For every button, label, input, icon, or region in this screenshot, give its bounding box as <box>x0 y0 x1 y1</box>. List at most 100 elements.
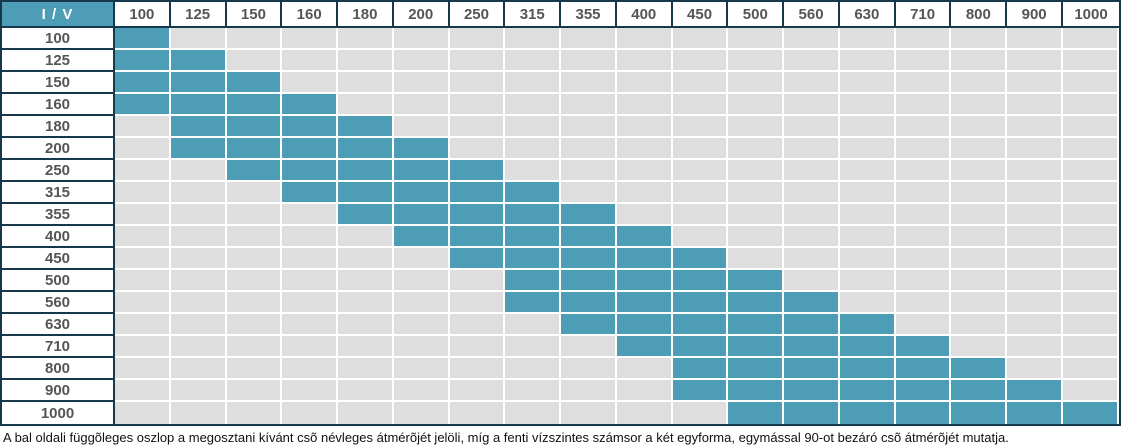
matrix-cell <box>226 182 283 204</box>
matrix-cell <box>282 292 339 314</box>
matrix-cell <box>1063 402 1119 424</box>
matrix-cell <box>1063 50 1119 72</box>
matrix-row: 150 <box>2 72 1119 94</box>
matrix-cell <box>561 138 617 160</box>
matrix-cell <box>616 270 673 292</box>
matrix-cell <box>1007 380 1064 402</box>
matrix-row: 560 <box>2 292 1119 314</box>
matrix-cell <box>561 402 617 424</box>
column-header: 900 <box>1007 2 1064 28</box>
matrix-row: 800 <box>2 358 1119 380</box>
matrix-cell <box>784 28 840 50</box>
matrix-cell <box>951 50 1008 72</box>
matrix-cell <box>728 380 785 402</box>
matrix-cell <box>672 138 729 160</box>
matrix-cell <box>1007 314 1064 336</box>
column-header: 1000 <box>1063 2 1119 28</box>
row-header: 180 <box>2 116 115 138</box>
matrix-cell <box>282 270 339 292</box>
matrix-cell <box>282 116 339 138</box>
matrix-cell <box>672 270 729 292</box>
matrix-cell <box>505 182 562 204</box>
matrix-row: 180 <box>2 116 1119 138</box>
matrix-cell <box>505 226 562 248</box>
matrix-cell <box>338 50 394 72</box>
matrix-cell <box>784 138 840 160</box>
matrix-cell <box>449 204 506 226</box>
matrix-cell <box>728 270 785 292</box>
column-header: 800 <box>951 2 1008 28</box>
column-header: 150 <box>226 2 283 28</box>
matrix-cell <box>170 138 227 160</box>
matrix-cell <box>839 182 896 204</box>
matrix-cell <box>895 182 952 204</box>
matrix-cell <box>170 50 227 72</box>
matrix-cell <box>449 72 506 94</box>
row-header: 1000 <box>2 402 115 424</box>
corner-header: I / V <box>2 2 115 28</box>
matrix-cell <box>728 116 785 138</box>
row-header: 710 <box>2 336 115 358</box>
matrix-cell <box>728 336 785 358</box>
column-header: 250 <box>449 2 506 28</box>
matrix-cell <box>393 94 450 116</box>
matrix-cell <box>449 358 506 380</box>
matrix-cell <box>1063 226 1119 248</box>
matrix-cell <box>170 94 227 116</box>
matrix-cell <box>1007 270 1064 292</box>
matrix-cell <box>115 248 171 270</box>
matrix-cell <box>728 292 785 314</box>
matrix-cell <box>672 182 729 204</box>
matrix-cell <box>1007 94 1064 116</box>
matrix-cell <box>505 402 562 424</box>
matrix-cell <box>338 204 394 226</box>
matrix-cell <box>839 50 896 72</box>
matrix-cell <box>561 226 617 248</box>
matrix-cell <box>505 248 562 270</box>
matrix-cell <box>170 336 227 358</box>
matrix-cell <box>226 292 283 314</box>
matrix-cell <box>115 116 171 138</box>
matrix-cell <box>951 270 1008 292</box>
matrix-cell <box>784 204 840 226</box>
matrix-cell <box>784 314 840 336</box>
matrix-cell <box>951 358 1008 380</box>
matrix-cell <box>672 116 729 138</box>
matrix-cell <box>839 226 896 248</box>
matrix-cell <box>282 226 339 248</box>
matrix-cell <box>951 226 1008 248</box>
matrix-cell <box>561 270 617 292</box>
matrix-cell <box>1007 226 1064 248</box>
matrix-cell <box>784 72 840 94</box>
matrix-cell <box>1007 402 1064 424</box>
matrix-cell <box>115 314 171 336</box>
matrix-cell <box>226 248 283 270</box>
matrix-cell <box>672 402 729 424</box>
row-header: 450 <box>2 248 115 270</box>
matrix-cell <box>170 380 227 402</box>
matrix-cell <box>561 248 617 270</box>
matrix-cell <box>226 94 283 116</box>
matrix-cell <box>505 50 562 72</box>
matrix-cell <box>115 94 171 116</box>
matrix-cell <box>282 402 339 424</box>
matrix-cell <box>951 116 1008 138</box>
matrix-cell <box>616 380 673 402</box>
matrix-row: 900 <box>2 380 1119 402</box>
matrix-cell <box>1063 138 1119 160</box>
matrix-cell <box>616 116 673 138</box>
column-header: 100 <box>115 2 171 28</box>
matrix-cell <box>839 270 896 292</box>
matrix-cell <box>839 116 896 138</box>
matrix-cell <box>393 28 450 50</box>
matrix-cell <box>1007 292 1064 314</box>
matrix-cell <box>895 116 952 138</box>
matrix-cell <box>672 248 729 270</box>
matrix-cell <box>449 138 506 160</box>
matrix-cell <box>895 72 952 94</box>
matrix-cell <box>282 28 339 50</box>
matrix-cell <box>616 248 673 270</box>
row-header: 125 <box>2 50 115 72</box>
matrix-cell <box>1063 270 1119 292</box>
matrix-cell <box>226 336 283 358</box>
